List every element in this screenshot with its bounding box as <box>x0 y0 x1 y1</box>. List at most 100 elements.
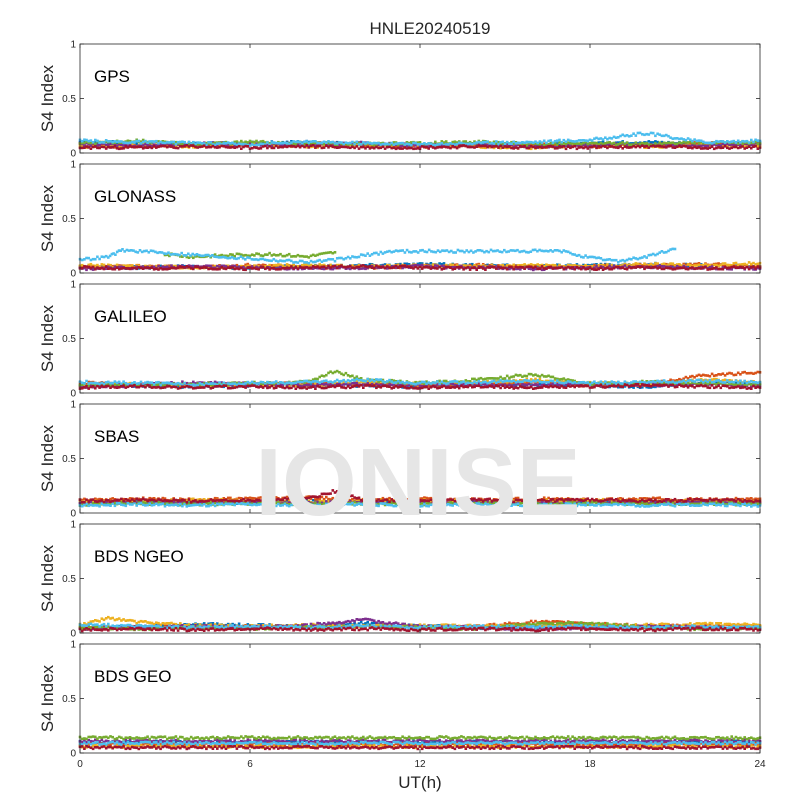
data-point <box>113 267 117 271</box>
data-point <box>270 254 274 257</box>
data-point <box>507 250 510 253</box>
data-point <box>519 141 522 145</box>
data-point <box>527 251 530 254</box>
data-point <box>200 142 204 145</box>
data-point <box>98 141 101 144</box>
data-point <box>471 262 474 266</box>
data-point <box>148 141 151 145</box>
data-point <box>331 145 335 148</box>
data-point <box>477 144 481 147</box>
data-point <box>314 140 317 143</box>
data-point <box>503 263 507 267</box>
data-point <box>344 141 348 144</box>
data-point <box>83 146 86 149</box>
data-point <box>230 256 234 259</box>
data-point <box>144 139 147 143</box>
data-point <box>407 146 411 150</box>
data-point <box>143 249 146 253</box>
data-point <box>331 251 335 255</box>
data-point <box>277 253 280 257</box>
data-point <box>340 141 343 144</box>
data-point <box>734 145 738 149</box>
data-point <box>174 264 178 268</box>
data-point <box>296 265 300 268</box>
data-point <box>107 140 110 143</box>
data-point <box>457 141 461 145</box>
data-point <box>187 145 191 148</box>
data-point <box>85 140 88 143</box>
data-point <box>590 255 594 259</box>
data-point <box>754 138 757 142</box>
data-point <box>107 256 110 259</box>
data-point <box>403 146 406 149</box>
data-point <box>240 147 243 150</box>
data-point <box>115 140 119 143</box>
data-point <box>608 145 611 148</box>
data-point <box>301 263 304 267</box>
data-point <box>671 143 675 147</box>
data-point <box>83 140 86 143</box>
data-point <box>283 143 287 147</box>
data-point <box>193 253 197 257</box>
data-point <box>115 250 119 254</box>
data-point <box>157 143 160 147</box>
data-point <box>492 145 496 148</box>
data-point <box>159 264 162 268</box>
data-point <box>362 253 365 257</box>
data-point <box>643 262 646 265</box>
data-point <box>440 146 444 149</box>
data-point <box>436 143 439 146</box>
data-point <box>566 250 570 254</box>
data-point <box>429 142 433 145</box>
data-point <box>610 263 614 267</box>
data-point <box>418 145 422 148</box>
data-point <box>497 142 500 146</box>
data-point <box>316 266 319 270</box>
data-point <box>430 250 433 253</box>
data-point <box>590 264 594 268</box>
data-point <box>449 146 452 150</box>
series-6 <box>78 247 677 265</box>
data-point <box>322 267 326 271</box>
data-point <box>144 264 147 268</box>
data-point <box>266 146 269 150</box>
data-point <box>511 249 515 252</box>
data-point <box>405 142 409 146</box>
data-point <box>351 255 354 258</box>
data-point <box>669 262 672 265</box>
data-point <box>750 143 753 147</box>
data-point <box>706 144 709 148</box>
data-point <box>237 265 241 269</box>
data-point <box>432 250 435 254</box>
data-point <box>455 142 459 146</box>
data-point <box>514 143 518 147</box>
data-point <box>113 140 117 143</box>
data-point <box>566 143 570 147</box>
data-point <box>270 144 274 148</box>
data-point <box>340 145 343 149</box>
data-point <box>445 249 449 252</box>
data-point <box>279 263 282 267</box>
data-point <box>111 144 114 148</box>
data-point <box>335 142 339 145</box>
data-point <box>244 140 247 144</box>
data-point <box>250 253 254 256</box>
data-point <box>318 141 321 145</box>
data-point <box>660 263 664 266</box>
data-point <box>614 136 618 139</box>
data-point <box>200 266 204 270</box>
data-point <box>272 266 276 270</box>
data-point <box>453 266 457 269</box>
data-point <box>542 146 546 149</box>
data-point <box>412 144 415 148</box>
data-point <box>562 138 566 142</box>
data-point <box>647 146 651 149</box>
data-point <box>442 141 446 144</box>
data-point <box>614 258 618 262</box>
data-point <box>660 142 664 146</box>
data-point <box>155 264 158 268</box>
data-point <box>349 141 352 145</box>
data-point <box>636 144 640 148</box>
data-point <box>386 142 389 146</box>
data-point <box>693 145 696 149</box>
